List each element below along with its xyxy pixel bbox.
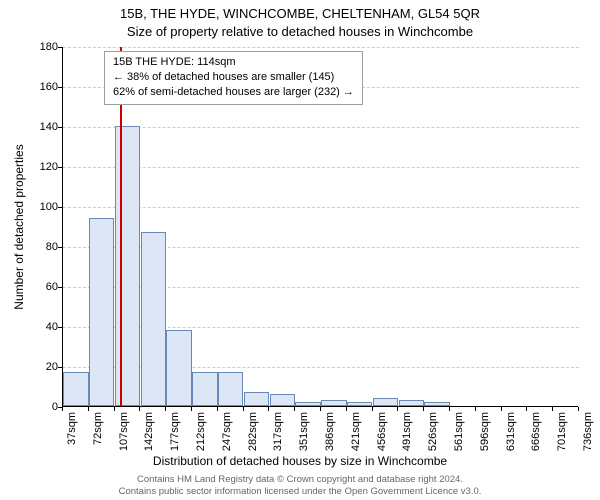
y-tick-label: 80 (30, 241, 58, 253)
chart-subtitle: Size of property relative to detached ho… (0, 24, 600, 39)
y-tick-mark (58, 127, 62, 128)
x-tick-label: 421sqm (350, 412, 362, 458)
y-tick-mark (58, 327, 62, 328)
footer-line-1: Contains HM Land Registry data © Crown c… (0, 474, 600, 485)
y-tick-label: 140 (30, 121, 58, 133)
grid-line (63, 167, 579, 168)
x-tick-mark (268, 407, 269, 411)
x-tick-mark (217, 407, 218, 411)
y-tick-label: 60 (30, 281, 58, 293)
x-tick-label: 282sqm (247, 412, 259, 458)
histogram-bar (424, 402, 449, 406)
y-tick-mark (58, 87, 62, 88)
x-tick-mark (475, 407, 476, 411)
x-tick-mark (114, 407, 115, 411)
x-tick-label: 177sqm (169, 412, 181, 458)
histogram-bar (244, 392, 269, 406)
histogram-bar (89, 218, 114, 406)
x-tick-label: 142sqm (143, 412, 155, 458)
x-tick-label: 351sqm (298, 412, 310, 458)
x-tick-label: 72sqm (92, 412, 104, 458)
x-tick-mark (372, 407, 373, 411)
y-tick-label: 40 (30, 321, 58, 333)
grid-line (63, 47, 579, 48)
x-tick-mark (191, 407, 192, 411)
y-tick-mark (58, 367, 62, 368)
x-tick-label: 37sqm (66, 412, 78, 458)
chart-container: 15B, THE HYDE, WINCHCOMBE, CHELTENHAM, G… (0, 0, 600, 500)
histogram-bar (63, 372, 88, 406)
histogram-bar (270, 394, 295, 406)
x-tick-label: 596sqm (479, 412, 491, 458)
y-tick-mark (58, 47, 62, 48)
histogram-bar (141, 232, 166, 406)
annotation-box: 15B THE HYDE: 114sqm← 38% of detached ho… (104, 51, 363, 105)
histogram-bar (192, 372, 217, 406)
x-tick-label: 736sqm (582, 412, 594, 458)
x-tick-mark (243, 407, 244, 411)
x-tick-mark (139, 407, 140, 411)
x-tick-mark (501, 407, 502, 411)
y-tick-label: 100 (30, 201, 58, 213)
x-tick-mark (88, 407, 89, 411)
histogram-bar (347, 402, 372, 406)
x-tick-label: 386sqm (324, 412, 336, 458)
histogram-bar (399, 400, 424, 406)
x-tick-label: 456sqm (376, 412, 388, 458)
x-tick-mark (62, 407, 63, 411)
x-tick-label: 526sqm (427, 412, 439, 458)
x-tick-label: 212sqm (195, 412, 207, 458)
footer-line-2: Contains public sector information licen… (0, 486, 600, 497)
x-tick-mark (526, 407, 527, 411)
x-tick-mark (397, 407, 398, 411)
y-tick-label: 160 (30, 81, 58, 93)
y-tick-mark (58, 207, 62, 208)
x-tick-mark (449, 407, 450, 411)
x-tick-mark (578, 407, 579, 411)
x-tick-label: 631sqm (505, 412, 517, 458)
grid-line (63, 207, 579, 208)
x-tick-mark (346, 407, 347, 411)
y-tick-label: 180 (30, 41, 58, 53)
x-tick-mark (552, 407, 553, 411)
x-tick-mark (165, 407, 166, 411)
histogram-bar (218, 372, 243, 406)
histogram-bar (321, 400, 346, 406)
x-tick-label: 491sqm (401, 412, 413, 458)
x-tick-mark (320, 407, 321, 411)
annotation-line: 62% of semi-detached houses are larger (… (113, 85, 354, 100)
annotation-line: ← 38% of detached houses are smaller (14… (113, 70, 354, 85)
y-tick-mark (58, 287, 62, 288)
x-tick-label: 666sqm (530, 412, 542, 458)
x-tick-label: 247sqm (221, 412, 233, 458)
annotation-line: 15B THE HYDE: 114sqm (113, 55, 354, 70)
y-tick-mark (58, 167, 62, 168)
histogram-bar (373, 398, 398, 406)
histogram-bar (166, 330, 191, 406)
x-tick-mark (423, 407, 424, 411)
y-tick-label: 120 (30, 161, 58, 173)
x-tick-mark (294, 407, 295, 411)
histogram-bar (115, 126, 140, 406)
histogram-bar (295, 402, 320, 406)
x-tick-label: 561sqm (453, 412, 465, 458)
chart-title: 15B, THE HYDE, WINCHCOMBE, CHELTENHAM, G… (0, 6, 600, 21)
y-tick-label: 0 (30, 401, 58, 413)
grid-line (63, 127, 579, 128)
y-axis-label: Number of detached properties (12, 144, 26, 309)
x-tick-label: 701sqm (556, 412, 568, 458)
x-tick-label: 317sqm (272, 412, 284, 458)
x-tick-label: 107sqm (118, 412, 130, 458)
y-tick-mark (58, 247, 62, 248)
footer-attribution: Contains HM Land Registry data © Crown c… (0, 474, 600, 497)
y-tick-label: 20 (30, 361, 58, 373)
